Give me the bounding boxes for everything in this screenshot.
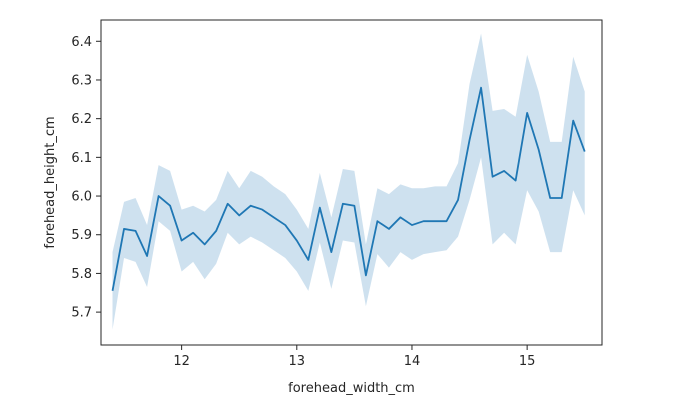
data-point [365,274,367,276]
x-tick-label: 14 [404,354,421,369]
x-tick-label: 13 [289,354,306,369]
data-point [388,228,390,230]
data-point [135,230,137,232]
data-point [526,112,528,114]
data-point [353,205,355,207]
data-point [549,197,551,199]
data-point [169,205,171,207]
data-point [469,139,471,141]
data-point [319,207,321,209]
data-point [250,205,252,207]
y-tick-label: 6.0 [71,190,92,205]
data-point [181,240,183,242]
data-point [238,214,240,216]
data-point [284,224,286,226]
data-point [146,255,148,257]
x-axis-label: forehead_width_cm [288,381,415,396]
x-tick-label: 15 [519,354,536,369]
confidence-band [112,33,585,330]
y-tick-label: 6.1 [71,151,92,166]
data-point [204,243,206,245]
data-point [376,220,378,222]
data-point [411,224,413,226]
y-tick-label: 5.8 [71,267,92,282]
x-axis: 12 13 14 15 [173,345,535,369]
y-tick-label: 6.4 [71,35,92,50]
data-point [261,209,263,211]
data-point [307,259,309,261]
data-point [192,232,194,234]
data-point [561,197,563,199]
y-tick-label: 5.7 [71,306,92,321]
data-point [342,203,344,205]
data-point [434,220,436,222]
y-tick-label: 6.2 [71,112,92,127]
data-point [215,230,217,232]
data-point [227,203,229,205]
y-axis-label: forehead_height_cm [43,116,58,248]
data-point [399,216,401,218]
data-point [503,170,505,172]
data-point [538,149,540,151]
data-point [457,199,459,201]
data-point [330,251,332,253]
plot-area [111,33,586,330]
data-point [584,151,586,153]
y-tick-label: 5.9 [71,228,92,243]
data-point [273,216,275,218]
data-point [296,240,298,242]
data-point [422,220,424,222]
x-tick-label: 12 [173,354,190,369]
data-point [572,120,574,122]
data-point [492,176,494,178]
data-point [123,228,125,230]
axes-frame [100,19,603,346]
data-point [446,220,448,222]
y-tick-label: 6.3 [71,73,92,88]
data-point [480,87,482,89]
data-point [158,195,160,197]
data-point [112,290,114,292]
data-point [515,180,517,182]
y-axis: 5.7 5.8 5.9 6.0 6.1 6.2 6.3 6.4 [71,35,101,321]
series-line [111,86,586,291]
